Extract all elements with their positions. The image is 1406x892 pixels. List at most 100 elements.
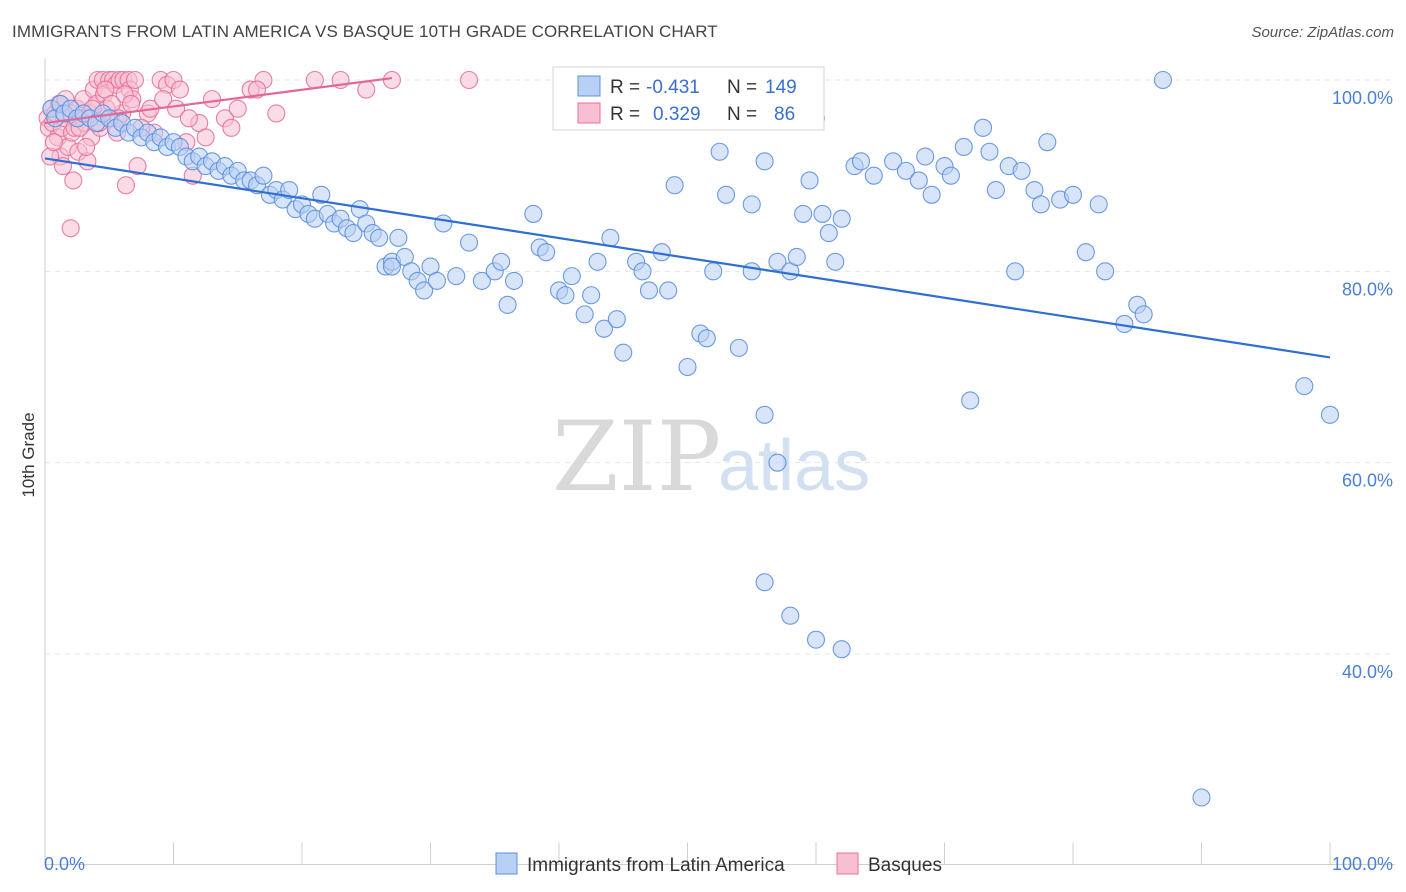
latin-america-point-99: [768, 252, 787, 271]
latin-america-point-59: [415, 281, 434, 300]
x-tick-label-0: 0.0%: [44, 854, 85, 874]
latin-america-point-77: [582, 286, 601, 305]
legend-r-label-blue: R =: [610, 77, 640, 98]
series-legend-swatch-latin-america: [495, 852, 518, 875]
basques-point-59: [267, 104, 286, 123]
latin-america-point-113: [864, 166, 883, 185]
y-axis-label: 10th Grade: [19, 412, 38, 497]
latin-america-point-89: [678, 357, 697, 377]
basques-point-85: [247, 80, 267, 99]
basques-point-42: [125, 70, 144, 90]
latin-america-point-117: [916, 147, 935, 166]
latin-america-point-103: [800, 171, 819, 190]
latin-america-point-114: [884, 152, 903, 171]
latin-america-point-84: [633, 262, 652, 281]
latin-america-point-145: [781, 606, 800, 625]
legend-n-label-blue: N =: [727, 77, 757, 98]
x-tick-label-1: 100.0%: [1332, 854, 1393, 874]
latin-america-point-131: [1038, 133, 1057, 152]
latin-america-point-108: [755, 405, 774, 424]
latin-america-point-87: [659, 281, 678, 300]
latin-america-point-133: [1063, 185, 1083, 204]
latin-america-point-64: [459, 233, 479, 252]
legend-n-label-pink: N =: [727, 104, 757, 125]
latin-america-point-123: [973, 118, 993, 137]
latin-america-point-121: [954, 137, 973, 157]
watermark-zip: ZIP: [552, 401, 721, 513]
latin-america-point-68: [498, 295, 517, 314]
latin-america-point-97: [742, 262, 761, 281]
tick-labels: 40.0% 60.0% 80.0% 100.0% 0.0% 100.0%: [44, 88, 1393, 874]
latin-america-point-125: [986, 180, 1005, 200]
basques-point-67: [44, 133, 64, 152]
basques-point-53: [203, 90, 222, 109]
latin-america-point-70: [524, 204, 543, 223]
basques-point-65: [61, 219, 80, 238]
basques-point-49: [170, 80, 189, 99]
latin-america-point-141: [1295, 377, 1314, 396]
legend-n-value-pink: 86: [774, 104, 795, 125]
latin-america-point-98: [755, 152, 774, 171]
latin-america-point-52: [370, 228, 389, 247]
basques-point-63: [382, 70, 402, 90]
basques-point-64: [459, 70, 479, 90]
latin-america-point-147: [832, 640, 851, 659]
legend-r-label-pink: R =: [610, 104, 640, 125]
basques-trend-line: [44, 76, 393, 125]
latin-america-point-136: [1096, 262, 1115, 281]
latin-america-trend-line: [44, 157, 1331, 359]
latin-america-point-124: [980, 142, 999, 161]
latin-america-point-93: [710, 142, 729, 161]
watermark-atlas: atlas: [718, 426, 870, 506]
legend-r-value-blue: -0.431: [646, 77, 700, 98]
latin-america-point-75: [562, 267, 581, 286]
legend-swatch-blue: [577, 75, 601, 97]
latin-america-point-128: [1012, 161, 1031, 180]
basques-point-60: [305, 70, 324, 90]
latin-america-point-79: [594, 319, 614, 338]
latin-america-point-96: [742, 195, 761, 214]
y-tick-label-0: 40.0%: [1342, 662, 1393, 682]
latin-america-point-105: [813, 204, 832, 223]
latin-america-point-142: [1320, 405, 1340, 424]
latin-america-point-122: [961, 391, 980, 410]
latin-america-point-34: [254, 166, 273, 185]
legend-swatch-pink: [577, 102, 601, 124]
latin-america-point-110: [832, 209, 851, 228]
latin-america-point-127: [1006, 262, 1025, 281]
latin-america-point-116: [909, 171, 928, 190]
latin-america-points: [42, 70, 1340, 807]
series-legend: Immigrants from Latin America Basques: [495, 852, 942, 876]
latin-america-point-63: [447, 267, 466, 286]
latin-america-point-67: [492, 252, 511, 271]
trend-lines: [44, 76, 1331, 359]
latin-america-point-144: [755, 573, 774, 592]
latin-america-point-143: [1192, 788, 1211, 807]
basques-point-56: [228, 99, 247, 118]
latin-america-point-48: [344, 224, 363, 243]
latin-america-point-134: [1076, 243, 1095, 262]
latin-america-point-115: [896, 161, 916, 180]
latin-america-point-91: [697, 329, 716, 348]
stats-legend: R = -0.431 N = 149 R = 0.329 N = 86: [552, 66, 825, 131]
latin-america-point-81: [607, 310, 626, 329]
basques-point-78: [122, 94, 141, 113]
series-legend-latin-america: Immigrants from Latin America: [527, 855, 785, 876]
chart-title: IMMIGRANTS FROM LATIN AMERICA VS BASQUE …: [12, 22, 718, 41]
latin-america-point-106: [819, 224, 838, 243]
y-tick-label-2: 80.0%: [1342, 279, 1393, 299]
latin-america-point-148: [382, 257, 402, 276]
legend-n-value-blue: 149: [765, 77, 797, 98]
latin-america-point-130: [1031, 195, 1050, 214]
series-legend-basques: Basques: [868, 855, 942, 876]
latin-america-point-118: [922, 185, 941, 204]
watermark: ZIP atlas: [552, 401, 870, 513]
y-tick-label-1: 60.0%: [1342, 471, 1393, 491]
latin-america-point-65: [472, 271, 491, 290]
axes: [44, 58, 1395, 865]
latin-america-point-92: [704, 262, 723, 281]
latin-america-point-82: [614, 343, 633, 362]
latin-america-point-80: [601, 228, 620, 247]
legend-r-value-pink: 0.329: [653, 104, 701, 125]
